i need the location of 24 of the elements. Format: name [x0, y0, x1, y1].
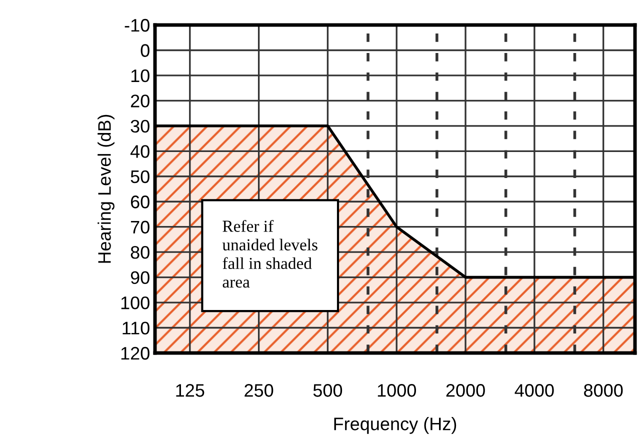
annotation: Refer if unaided levels fall in shaded area: [222, 220, 318, 288]
x-tick-label: 4000: [514, 384, 554, 397]
y-axis-title: Hearing Level (dB): [98, 114, 114, 263]
x-tick-label: 8000: [584, 384, 623, 397]
y-tick-label: 40: [130, 145, 150, 158]
y-tick-label: 10: [131, 69, 150, 82]
y-tick-label: 80: [130, 246, 150, 259]
y-tick-label: 60: [130, 196, 150, 208]
x-tick-label: 1000: [378, 384, 416, 397]
y-tick-label: 20: [130, 94, 150, 108]
x-tick-label: 500: [313, 384, 342, 397]
y-tick-label: 120: [121, 346, 150, 360]
y-tick-label: 30: [130, 120, 150, 133]
y-tick-label: 100: [121, 296, 150, 310]
y-tick-label: 90: [130, 271, 150, 284]
x-tick-label: 125: [176, 384, 204, 397]
y-tick-label: 110: [122, 322, 150, 334]
x-tick-label: 2000: [446, 384, 485, 397]
y-tick-label: -10: [124, 18, 150, 32]
x-axis-title: Frequency (Hz): [334, 417, 456, 434]
y-tick-label: 70: [130, 220, 150, 234]
y-tick-label: 50: [130, 170, 150, 184]
y-tick-label: 0: [140, 44, 150, 57]
x-tick-label: 250: [244, 384, 274, 397]
